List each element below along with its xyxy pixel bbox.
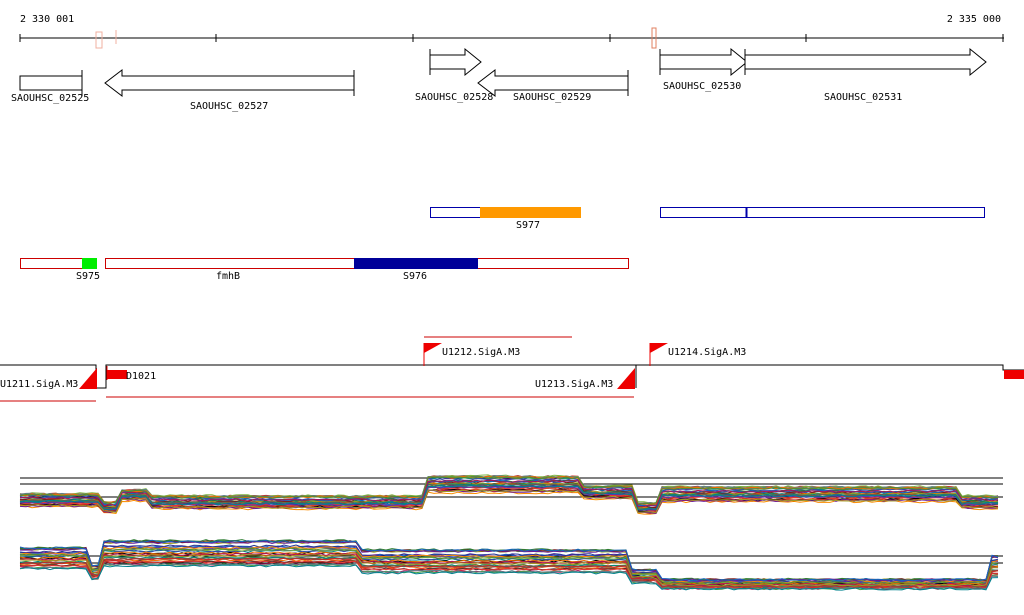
gene-label: SAOUHSC_02528: [415, 92, 493, 103]
terminator-block[interactable]: [1004, 370, 1024, 379]
ruler-ticks: [19, 34, 1004, 42]
expression-profile-line: [19, 564, 999, 591]
gene-SAOUHSC_02527[interactable]: [104, 68, 355, 98]
feature-track-red: S975 fmhB S976: [20, 258, 629, 282]
feature-S977[interactable]: [480, 207, 581, 218]
expression-profile-line: [19, 539, 999, 582]
gene-labels: SAOUHSC_02525 SAOUHSC_02527 SAOUHSC_0252…: [11, 81, 902, 112]
promoter-track: U1211.SigA.M3 D1021 U1212.SigA.M3 U1213.…: [0, 336, 1024, 402]
ruler-end-label: 2 335 000: [947, 14, 1001, 25]
expression-profile-line: [19, 476, 999, 505]
expression-profiles: [19, 474, 999, 515]
terminator-block[interactable]: [107, 370, 127, 379]
gene-label: SAOUHSC_02529: [513, 92, 591, 103]
ruler-start-label: 2 330 001: [20, 14, 74, 25]
ruler-marker[interactable]: [95, 31, 103, 49]
promoter-label: D1021: [126, 371, 156, 382]
feature-label: fmhB: [216, 271, 240, 282]
feature-S976[interactable]: [354, 258, 478, 269]
expression-profile-line: [19, 546, 999, 584]
gene-label: SAOUHSC_02531: [824, 92, 902, 103]
gene-track: [19, 47, 987, 98]
expression-profile-line: [19, 479, 999, 508]
feature-S975[interactable]: [82, 258, 97, 269]
promoter-label: U1213.SigA.M3: [535, 379, 613, 390]
gene-label: SAOUHSC_02530: [663, 81, 741, 92]
gene-SAOUHSC_02529[interactable]: [477, 68, 629, 98]
expression-profile-line: [19, 489, 999, 514]
promoter-label: U1212.SigA.M3: [442, 347, 520, 358]
promoter-flag[interactable]: [650, 343, 668, 353]
expression-profile-line: [19, 475, 999, 505]
expression-profiles: [19, 539, 999, 591]
promoter-flag[interactable]: [424, 343, 442, 353]
expression-profile-line: [19, 562, 999, 590]
promoter-label: U1214.SigA.M3: [668, 347, 746, 358]
gene-SAOUHSC_02530[interactable]: [659, 47, 748, 77]
gene-SAOUHSC_02525[interactable]: [19, 75, 83, 91]
gene-label: SAOUHSC_02527: [190, 101, 268, 112]
promoter-label: U1211.SigA.M3: [0, 379, 78, 390]
feature-box[interactable]: [660, 207, 985, 218]
promoter-flag[interactable]: [617, 368, 635, 389]
expression-track-2: [19, 539, 1003, 591]
expression-track-1: [19, 474, 1003, 515]
feature-track-blue: S977: [430, 207, 985, 231]
feature-label: S977: [516, 220, 540, 231]
gene-SAOUHSC_02528[interactable]: [429, 47, 482, 77]
expression-profile-line: [19, 547, 999, 585]
ruler-marker[interactable]: [651, 27, 657, 49]
feature-label: S975: [76, 271, 100, 282]
expression-profile-line: [19, 483, 999, 510]
expression-profile-line: [19, 557, 999, 588]
promoter-flag[interactable]: [79, 368, 97, 389]
coordinate-ruler: 2 330 001 2 335 000: [19, 14, 1004, 49]
expression-profile-line: [19, 554, 999, 587]
gene-SAOUHSC_02531[interactable]: [744, 47, 987, 77]
gene-label: SAOUHSC_02525: [11, 93, 89, 104]
feature-label: S976: [403, 271, 427, 282]
expression-profile-line: [19, 484, 999, 511]
